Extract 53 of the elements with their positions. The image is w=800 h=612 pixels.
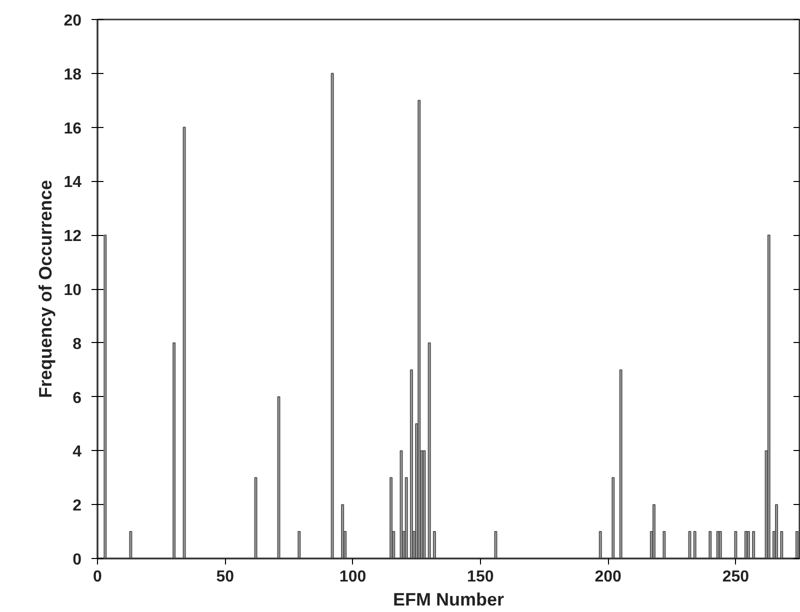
bar: [780, 531, 784, 558]
bar: [400, 450, 403, 558]
x-tick-label: 200: [594, 568, 622, 586]
bar: [662, 531, 666, 558]
y-tick-label: 2: [72, 498, 82, 515]
y-tick-label: 20: [64, 12, 82, 30]
bar: [172, 342, 176, 558]
bar: [718, 531, 722, 558]
y-tick-label: 4: [72, 444, 82, 461]
bar: [298, 531, 301, 558]
bar: [428, 342, 431, 558]
bar: [619, 369, 622, 558]
bar: [182, 126, 186, 558]
bar: [795, 531, 798, 558]
bar: [494, 531, 498, 558]
x-tick-label: 100: [339, 568, 366, 586]
bar: [775, 504, 778, 558]
bar: [746, 531, 750, 558]
y-tick-label: 18: [64, 66, 82, 84]
bar: [422, 450, 426, 558]
y-tick-label: 10: [64, 282, 82, 299]
x-tick-label: 250: [722, 568, 750, 586]
bar: [390, 477, 393, 558]
y-tick-label: 14: [64, 174, 82, 192]
bar: [432, 531, 436, 558]
bar: [688, 531, 692, 558]
bar: [410, 369, 414, 558]
bar: [330, 72, 334, 558]
x-tick-label: 150: [467, 568, 494, 586]
bar: [129, 531, 132, 558]
bar: [404, 477, 408, 558]
x-tick-label: 50: [216, 568, 234, 586]
y-tick-label: 12: [64, 228, 82, 246]
bar: [708, 531, 712, 558]
bar: [693, 531, 696, 558]
bar: [418, 100, 421, 558]
bar: [254, 477, 258, 558]
y-tick-label: 0: [72, 552, 82, 568]
x-tick-label: 0: [93, 568, 102, 586]
bar: [104, 234, 107, 558]
bar: [341, 504, 344, 558]
bar: [612, 477, 615, 558]
y-tick-label: 16: [64, 120, 82, 138]
bar: [652, 504, 656, 558]
bar: [767, 234, 770, 558]
bar: [734, 531, 738, 558]
y-axis-title: Frequency of Occurrence: [36, 180, 56, 398]
bar: [277, 396, 280, 558]
bar: [752, 531, 756, 558]
y-tick-label: 8: [72, 336, 82, 353]
y-tick-label: 6: [72, 390, 82, 407]
bar: [598, 531, 602, 558]
x-axis-title: EFM Number: [392, 590, 504, 610]
